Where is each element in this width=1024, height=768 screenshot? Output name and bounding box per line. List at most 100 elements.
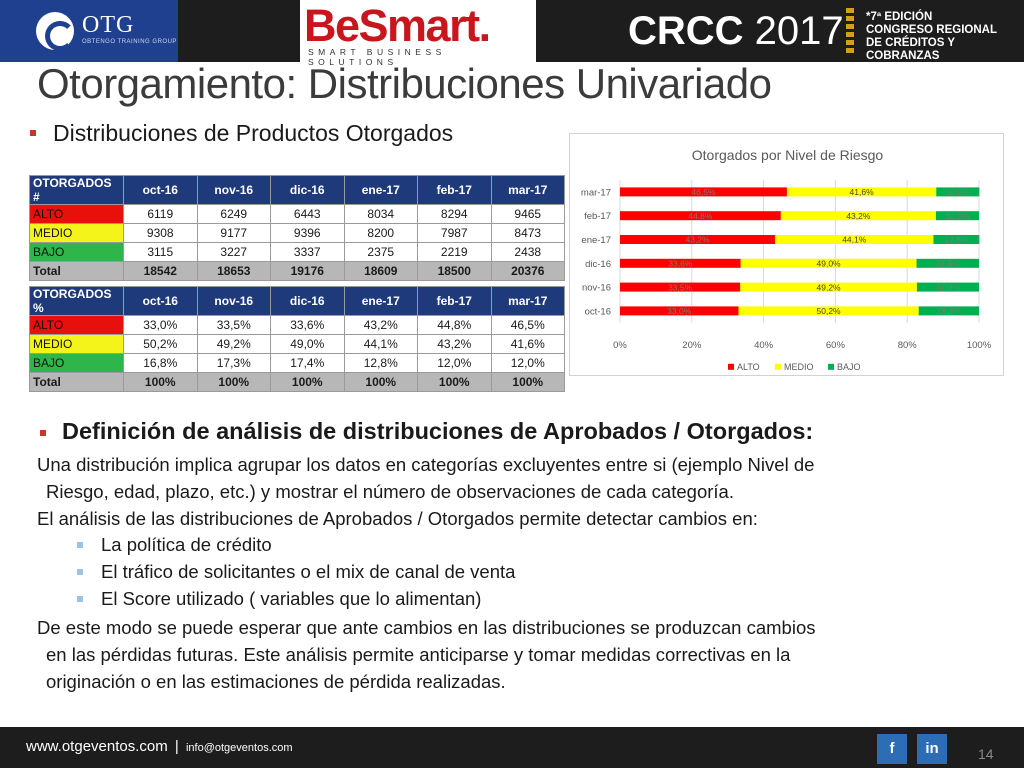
chart-data-label: 49,2% [817, 282, 842, 292]
table-cell: 49,2% [196, 334, 271, 354]
chart-data-label: 43,2% [846, 211, 871, 221]
legend-label: ALTO [737, 362, 760, 372]
header-banner: OTG OBTENGO TRAINING GROUP BeSmart. SMAR… [0, 0, 1024, 67]
sub-bullet-icon [77, 596, 83, 602]
chart-bar-bajo [916, 258, 979, 268]
table-corner: OTORGADOS # [29, 175, 124, 205]
chart-data-label: 17,4% [936, 259, 961, 269]
table-cell: 7987 [417, 223, 492, 243]
row-label: BAJO [29, 353, 124, 373]
table-cell: 100% [196, 372, 271, 392]
row-label: ALTO [29, 204, 124, 224]
chart-data-label: 33,6% [668, 259, 693, 269]
footer-separator: | [174, 738, 179, 755]
crcc-subtitle-line3: DE CRÉDITOS Y COBRANZAS [866, 37, 955, 62]
bullet-icon [30, 130, 36, 136]
chart-data-label: 33,0% [667, 306, 692, 316]
table-cell: 8473 [490, 223, 565, 243]
table-cell: 3227 [196, 242, 271, 262]
chart-data-label: 12,8% [944, 235, 969, 245]
chart-y-tick-label: ene-17 [581, 235, 611, 246]
chart-x-tick-label: 40% [754, 340, 774, 351]
chart-title: Otorgados por Nivel de Riesgo [691, 147, 884, 163]
facebook-icon[interactable]: f [877, 734, 907, 764]
row-label: MEDIO [29, 223, 124, 243]
chart-data-label: 46,5% [691, 187, 716, 197]
table-cell: 3337 [270, 242, 345, 262]
chart-bar-medio [738, 306, 919, 316]
chart-bar-bajo [918, 306, 979, 316]
legend-swatch-medio [775, 363, 781, 370]
chart-data-label: 44,8% [688, 211, 713, 221]
paragraph-line: De este modo se puede esperar que ante c… [37, 617, 816, 638]
chart-data-label: 17,3% [936, 282, 961, 292]
page-number: 14 [978, 746, 994, 762]
table-cell: 100% [417, 372, 492, 392]
row-label: MEDIO [29, 334, 124, 354]
chart-bar-medio [740, 282, 917, 292]
crcc-logo-year: 2017 [754, 9, 844, 53]
email-link[interactable]: info@otgeventos.com [185, 742, 293, 754]
chart-bar-bajo [935, 211, 979, 221]
chart-bar-alto [620, 306, 739, 316]
table-cell: 18609 [343, 261, 418, 281]
table-header-row: OTORGADOS % oct-16 nov-16 dic-16 ene-17 … [29, 286, 565, 316]
paragraph-line: Riesgo, edad, plazo, etc.) y mostrar el … [46, 481, 734, 502]
chart-data-label: 16,8% [937, 306, 962, 316]
chart-y-tick-label: nov-16 [582, 283, 611, 294]
chart-bar-bajo [936, 187, 980, 197]
list-item: La política de crédito [101, 534, 272, 555]
table-col-header: ene-17 [343, 286, 418, 316]
besmart-logo-text: BeSmart. [304, 0, 491, 51]
table-cell: 46,5% [490, 315, 565, 335]
table-total-row: Total 18542 18653 19176 18609 18500 2037… [29, 261, 565, 281]
table-cell: 2438 [490, 242, 565, 262]
footer-bar: www.otgeventos.com | info@otgeventos.com [0, 727, 1024, 768]
chart-x-tick-label: 80% [898, 340, 918, 351]
website-link[interactable]: www.otgeventos.com [26, 738, 168, 755]
linkedin-icon[interactable]: in [917, 734, 947, 764]
table-row: MEDIO 9308 9177 9396 8200 7987 8473 [29, 223, 565, 243]
table-cell: 12,0% [490, 353, 565, 373]
table-col-header: dic-16 [270, 286, 345, 316]
table-total-row: Total 100% 100% 100% 100% 100% 100% [29, 372, 565, 392]
paragraph-line: Una distribución implica agrupar los dat… [37, 454, 815, 475]
row-label: Total [29, 372, 124, 392]
legend-label: BAJO [837, 362, 861, 372]
table-cell: 19176 [270, 261, 345, 281]
table-col-header: oct-16 [123, 175, 198, 205]
table-col-header: nov-16 [196, 286, 271, 316]
table-cell: 9396 [270, 223, 345, 243]
table-col-header: feb-17 [417, 175, 492, 205]
table-col-header: mar-17 [490, 286, 565, 316]
chart-bar-alto [620, 187, 787, 197]
row-label: Total [29, 261, 124, 281]
table-corner: OTORGADOS % [29, 286, 124, 316]
counts-table: OTORGADOS # oct-16 nov-16 dic-16 ene-17 … [29, 175, 565, 281]
chart-x-tick-label: 0% [613, 340, 627, 351]
bullet-icon [40, 430, 46, 436]
crcc-subtitle-line1: *7ª EDICIÓN [866, 11, 933, 23]
table-cell: 12,8% [343, 353, 418, 373]
table-cell: 18542 [123, 261, 198, 281]
table-cell: 6443 [270, 204, 345, 224]
table-cell: 100% [123, 372, 198, 392]
table-cell: 17,3% [196, 353, 271, 373]
legend-label: MEDIO [784, 362, 814, 372]
table-cell: 2219 [417, 242, 492, 262]
chart-x-tick-label: 20% [682, 340, 702, 351]
table-cell: 9308 [123, 223, 198, 243]
table-cell: 100% [490, 372, 565, 392]
chart-bar-medio [786, 187, 937, 197]
table-col-header: nov-16 [196, 175, 271, 205]
paragraph-line: en las pérdidas futuras. Este análisis p… [46, 644, 791, 665]
table-cell: 8294 [417, 204, 492, 224]
table-cell: 50,2% [123, 334, 198, 354]
paragraph-line: originación o en las estimaciones de pér… [46, 671, 506, 692]
section2-title: Definición de análisis de distribuciones… [62, 418, 814, 444]
table-col-header: ene-17 [343, 175, 418, 205]
crcc-subtitle: *7ª EDICIÓN CONGRESO REGIONAL DE CRÉDITO… [866, 11, 1024, 63]
chart-bar-medio [780, 211, 936, 221]
table-cell: 18500 [417, 261, 492, 281]
table-cell: 20376 [490, 261, 565, 281]
